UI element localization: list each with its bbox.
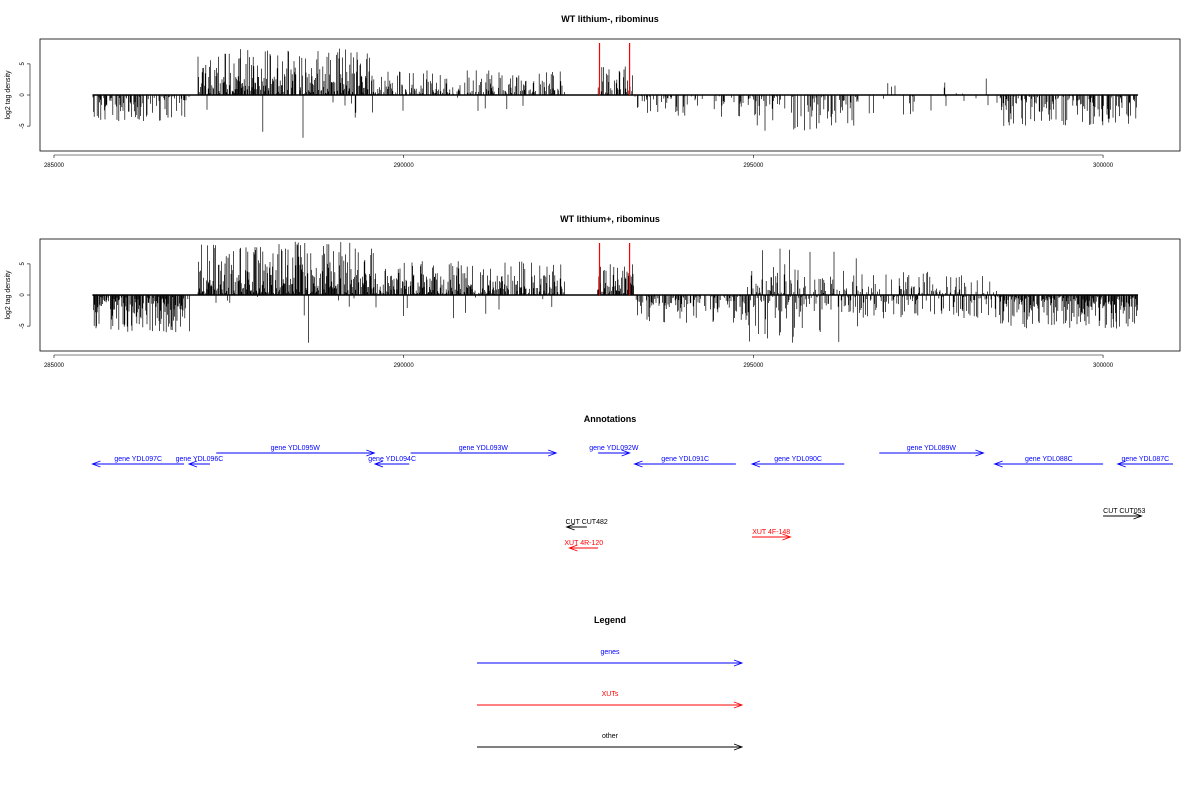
feature-label: gene YDL091C [661,456,709,463]
gene-feature: gene YDL090C [750,456,845,468]
x-tick-label: 295000 [743,163,764,169]
arrowhead [373,460,384,468]
arrowhead [782,533,792,541]
feature-label: XUT 4R-120 [564,540,603,547]
gene-feature: gene YDL094C [368,456,416,468]
x-tick-label: 295000 [743,363,764,369]
gene-feature: gene YDL092W [589,445,639,457]
feature-label: CUT CUT053 [1103,508,1145,515]
cut-feature: CUT CUT053 [1103,508,1146,520]
legend-item-other: other [477,733,744,751]
feature-label: XUT 4F-148 [752,529,790,536]
bar-layer [92,43,1139,138]
annotations-title: Annotations [584,414,637,424]
xut-feature: XUT 4R-120 [564,540,603,552]
arrowhead [1133,512,1143,520]
arrowhead [633,460,643,468]
y-axis-label: log2 tag density [5,270,12,320]
legend-item-XUTs: XUTs [477,691,744,709]
arrowhead [565,523,575,531]
legend-label: other [602,733,619,740]
gene-feature: gene YDL093W [410,445,558,457]
x-tick-label: 290000 [394,363,415,369]
x-axis: 285000 290000 295000 300000 [44,354,1114,369]
arrowhead [366,449,376,457]
y-tick-label: 0 [20,93,26,97]
feature-label: gene YDL090C [774,456,822,463]
y-tick-label: 5 [20,62,26,66]
y-axis: -5 0 5 [20,62,31,129]
feature-label: gene YDL087C [1122,456,1170,463]
feature-label: gene YDL094C [368,456,416,463]
arrowhead [733,701,744,709]
legend-label: XUTs [602,691,619,698]
arrowhead [1116,460,1126,468]
y-tick-label: -5 [20,123,26,129]
cut-feature: CUT CUT482 [565,519,608,531]
arrowhead [547,449,558,457]
panel-title: WT lithium-, ribominus [561,14,659,24]
x-tick-label: 285000 [44,363,65,369]
legend-item-genes: genes [477,649,744,667]
legend-label: genes [600,649,620,656]
gene-feature: gene YDL095W [216,445,376,457]
y-tick-label: -5 [20,323,26,329]
y-axis-label: log2 tag density [5,70,12,120]
arrowhead [750,460,761,468]
feature-label: gene YDL097C [114,456,162,463]
x-tick-label: 300000 [1093,363,1114,369]
feature-label: gene YDL089W [907,445,957,452]
gene-feature: gene YDL091C [633,456,736,468]
feature-label: gene YDL092W [589,445,639,452]
gene-feature: gene YDL088C [993,456,1104,468]
gene-feature: gene YDL087C [1116,456,1174,468]
density-panel-lithium-plus: WT lithium+, ribominus log2 tag density … [5,214,1181,369]
y-tick-label: 5 [20,262,26,266]
arrowhead [733,659,744,667]
gene-feature: gene YDL089W [879,445,985,457]
x-tick-label: 290000 [394,163,415,169]
legend-title: Legend [594,615,626,625]
legend-items: genes XUTs other [477,649,744,751]
feature-label: gene YDL093W [459,445,509,452]
density-panel-lithium-minus: WT lithium-, ribominus log2 tag density … [5,14,1181,169]
arrowhead [621,449,631,457]
arrowhead [187,460,198,468]
arrowhead [91,460,101,468]
feature-label: gene YDL088C [1025,456,1073,463]
x-axis: 285000 290000 295000 300000 [44,154,1114,169]
plot-frame [39,38,1181,152]
bar-layer [92,241,1139,343]
plot-frame [39,238,1181,352]
feature-label: gene YDL096C [176,456,224,463]
arrowhead [975,449,985,457]
annotations-track: Annotations gene YDL097C gene YDL096Cgene… [91,414,1174,552]
feature-label: gene YDL095W [271,445,321,452]
gene-feature: gene YDL096C [176,456,224,468]
feature-layer: gene YDL097C gene YDL096C gene YDL095W gene… [91,445,1174,552]
arrowhead [733,743,744,751]
arrowhead [993,460,1003,468]
panel-title: WT lithium+, ribominus [560,214,660,224]
legend: Legend genes XUTs other [477,615,744,751]
xut-feature: XUT 4F-148 [751,529,792,541]
x-tick-label: 300000 [1093,163,1114,169]
gene-feature: gene YDL097C [91,456,185,468]
arrowhead [568,544,578,552]
y-axis: -5 0 5 [20,262,31,329]
x-tick-label: 285000 [44,163,65,169]
y-tick-label: 0 [20,293,26,297]
feature-label: CUT CUT482 [565,519,607,526]
